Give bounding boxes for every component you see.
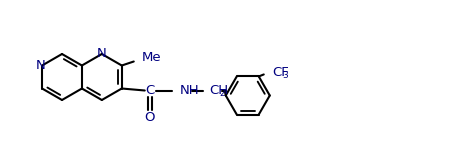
Text: N: N [36, 59, 46, 72]
Text: O: O [145, 111, 155, 124]
Text: N: N [97, 47, 107, 60]
Text: NH: NH [180, 84, 199, 97]
Text: Me: Me [142, 51, 162, 64]
Text: C: C [145, 84, 154, 97]
Text: CH: CH [209, 84, 228, 97]
Text: CF: CF [272, 66, 289, 79]
Text: 2: 2 [220, 89, 226, 98]
Text: 3: 3 [283, 71, 289, 80]
